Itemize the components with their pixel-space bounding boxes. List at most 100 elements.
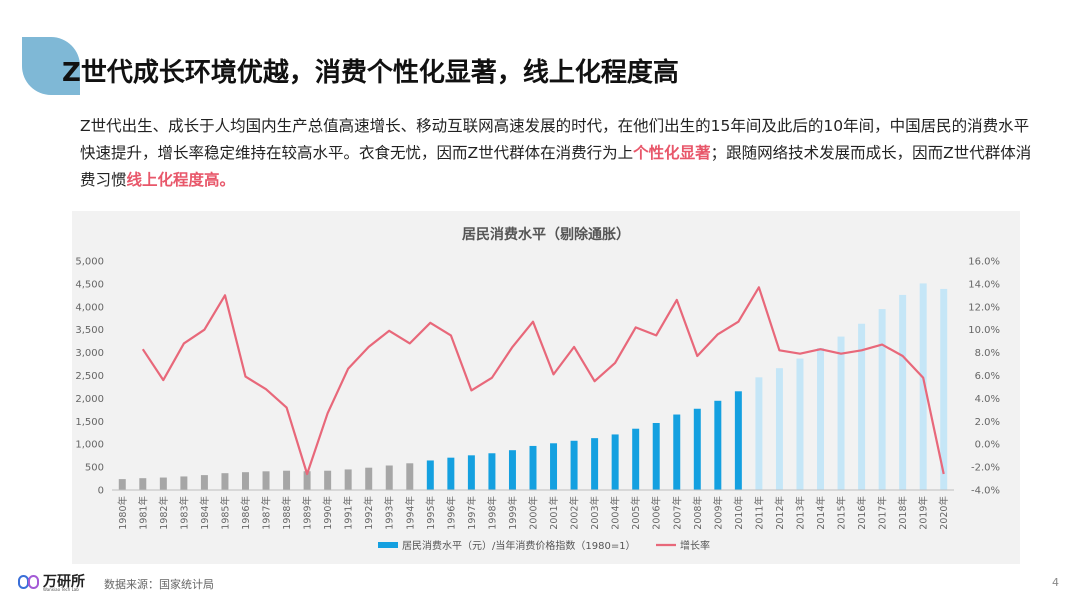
chart-bar: [899, 294, 907, 490]
x-tick-label: 2008年: [692, 496, 704, 530]
legend-label-consumption: 居民消费水平（元）/当年消费价格指数（1980=1）: [402, 539, 636, 552]
data-source: 数据来源：国家统计局: [104, 578, 214, 591]
y-left-tick-label: 1,000: [75, 440, 104, 451]
legend-label-growth: 增长率: [680, 539, 710, 552]
page-number: 4: [1052, 576, 1059, 589]
chart-bar: [447, 457, 455, 490]
chart-bar: [837, 336, 845, 490]
x-tick-label: 1990年: [322, 496, 334, 530]
x-tick-label: 2000年: [528, 496, 540, 530]
x-tick-label: 1994年: [404, 496, 416, 530]
x-tick-label: 2007年: [671, 496, 683, 530]
chart-bar: [714, 400, 722, 490]
y-right-tick-label: -4.0%: [971, 486, 1000, 497]
y-left-tick-label: 0: [98, 486, 104, 497]
x-tick-label: 2006年: [651, 496, 663, 530]
page-title: Z世代成长环境优越，消费个性化显著，线上化程度高: [62, 58, 679, 88]
y-right-tick-label: 0.0%: [975, 440, 1000, 451]
y-right-tick-label: 14.0%: [968, 279, 1000, 290]
chart-bar: [919, 283, 927, 490]
x-tick-label: 2011年: [753, 496, 765, 530]
x-tick-label: 1983年: [178, 496, 190, 530]
x-tick-label: 2018年: [897, 496, 909, 530]
x-tick-label: 2009年: [712, 496, 724, 530]
x-tick-label: 2012年: [774, 496, 786, 530]
y-right-tick-label: 16.0%: [968, 257, 1000, 268]
chart-bar: [508, 450, 516, 490]
x-tick-label: 2016年: [856, 496, 868, 530]
y-left-tick-label: 500: [85, 463, 104, 474]
chart-bar: [426, 460, 434, 490]
chart-bar: [734, 391, 742, 490]
x-tick-label: 2004年: [610, 496, 622, 530]
x-tick-label: 1993年: [384, 496, 396, 530]
x-tick-label: 2019年: [918, 496, 930, 530]
intro-text-1: Z世代出生、成长于人均国内生产总值高速增长、移动互联网高速发展的时代，在他们出生…: [80, 117, 1030, 162]
chart-bar: [283, 470, 291, 490]
intro-paragraph: Z世代出生、成长于人均国内生产总值高速增长、移动互联网高速发展的时代，在他们出生…: [80, 113, 1040, 194]
y-left-tick-label: 5,000: [75, 257, 104, 268]
y-left-tick-label: 4,000: [75, 302, 104, 313]
x-tick-label: 2013年: [794, 496, 806, 530]
x-tick-label: 2001年: [548, 496, 560, 530]
chart-bar: [200, 475, 208, 490]
chart-bar: [467, 455, 475, 490]
chart-bar: [693, 408, 701, 490]
y-right-tick-label: 2.0%: [975, 417, 1000, 428]
chart-bar: [775, 368, 783, 490]
title-decoration-shape: [22, 37, 80, 95]
chart-title: 居民消费水平（剔除通胀）: [462, 226, 630, 243]
x-tick-label: 2010年: [733, 496, 745, 530]
x-tick-label: 1985年: [219, 496, 231, 530]
chart-bar: [180, 476, 188, 490]
x-tick-label: 2014年: [815, 496, 827, 530]
y-right-tick-label: 10.0%: [968, 325, 1000, 336]
chart-bar: [221, 473, 229, 490]
brand-logo-icon: [18, 575, 40, 589]
y-left-tick-label: 3,000: [75, 348, 104, 359]
y-left-tick-label: 3,500: [75, 325, 104, 336]
x-tick-label: 1997年: [466, 496, 478, 530]
y-left-tick-label: 4,500: [75, 279, 104, 290]
y-left-tick-label: 2,000: [75, 394, 104, 405]
chart-bar: [159, 477, 167, 490]
brand-logo: 万研所 Wanxiao Tech Lab: [18, 572, 85, 592]
chart-panel: 居民消费水平（剔除通胀） 0 500 1,000 1,500 2,000 2,500 3,00…: [72, 211, 1020, 564]
y-left-tick-label: 2,500: [75, 371, 104, 382]
x-tick-label: 1998年: [486, 496, 498, 530]
x-tick-label: 2020年: [938, 496, 950, 530]
legend-swatch-consumption: [378, 542, 398, 548]
x-tick-label: 1988年: [281, 496, 293, 530]
y-right-tick-label: 4.0%: [975, 394, 1000, 405]
y-right-tick-label: 12.0%: [968, 302, 1000, 313]
chart-bar: [796, 358, 804, 490]
y-right-tick-label: 6.0%: [975, 371, 1000, 382]
chart-bar: [139, 478, 147, 490]
x-tick-label: 2017年: [877, 496, 889, 530]
chart-bar: [344, 469, 352, 490]
chart-bar: [611, 434, 619, 490]
x-tick-label: 1999年: [507, 496, 519, 530]
chart-bar: [262, 471, 270, 490]
chart-bar: [241, 472, 249, 490]
chart-bar: [570, 440, 578, 490]
chart-bar: [118, 479, 126, 490]
chart-bar: [673, 414, 681, 490]
x-tick-label: 1987年: [261, 496, 273, 530]
y-right-tick-label: 8.0%: [975, 348, 1000, 359]
x-tick-label: 1996年: [445, 496, 457, 530]
chart-bar: [878, 309, 886, 490]
chart-bar: [755, 377, 763, 490]
x-tick-label: 1980年: [117, 496, 129, 530]
y-left-tick-label: 1,500: [75, 417, 104, 428]
intro-text-2: ；跟随网络技术发展而成长，因而Z世代群体消费习惯: [80, 144, 1032, 189]
chart-bar: [817, 348, 825, 490]
x-tick-label: 1982年: [158, 496, 170, 530]
brand-logo-text: 万研所: [43, 574, 85, 590]
x-tick-label: 1992年: [363, 496, 375, 530]
chart-bar: [632, 428, 640, 490]
chart-bar: [858, 323, 866, 490]
chart-bar: [591, 438, 599, 490]
chart-bar: [652, 422, 660, 490]
chart-bar: [529, 445, 537, 490]
